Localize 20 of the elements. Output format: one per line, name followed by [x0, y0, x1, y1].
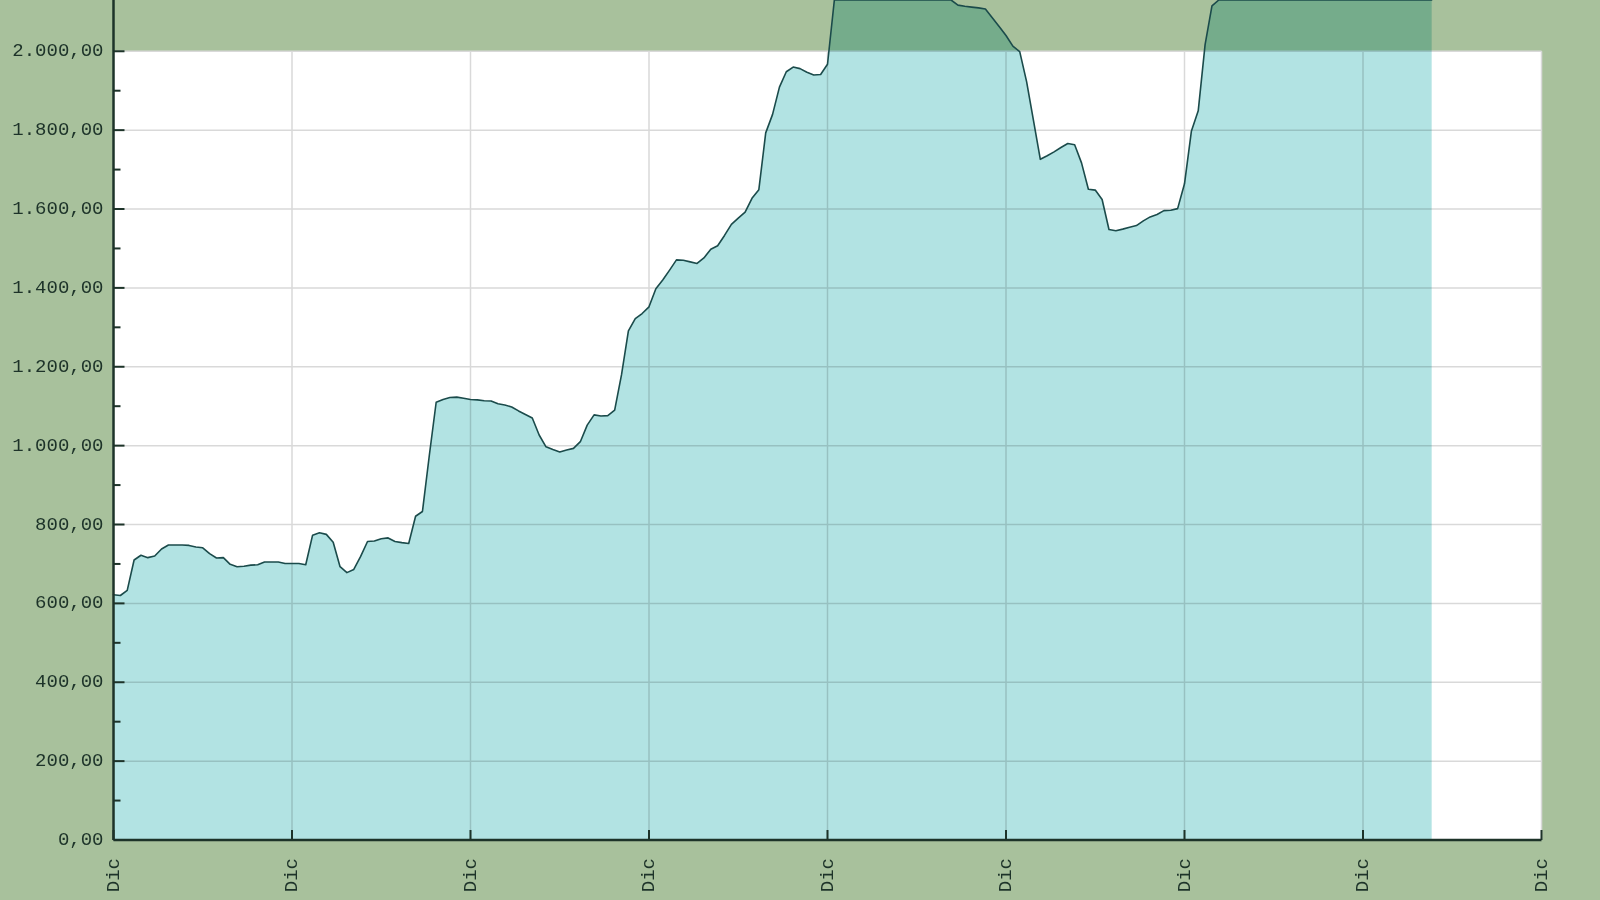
y-tick-label: 1.600,00	[12, 198, 104, 221]
x-tick-label: Dic	[459, 858, 482, 893]
x-tick-label: Dic	[281, 858, 303, 893]
y-tick-label: 1.800,00	[12, 119, 104, 142]
y-tick-label: 200,00	[35, 750, 104, 773]
y-tick-label: 800,00	[35, 513, 104, 536]
y-tick-label: 2.000,00	[12, 40, 104, 63]
x-tick-label: Dic	[1530, 858, 1553, 893]
y-tick-label: 1.400,00	[12, 276, 104, 299]
y-tick-label: 1.000,00	[12, 434, 104, 457]
x-tick-label: Dic	[995, 858, 1017, 893]
y-tick-label: 0,00	[57, 829, 104, 851]
x-tick-label: Dic	[102, 858, 125, 893]
x-tick-label: Dic	[1173, 858, 1196, 893]
y-tick-label: 600,00	[35, 592, 104, 615]
y-tick-label: 400,00	[35, 671, 104, 694]
x-tick-label: Dic	[638, 858, 660, 893]
x-tick-label: Dic	[816, 858, 839, 893]
y-tick-label: 1.200,00	[12, 355, 104, 378]
x-tick-label: Dic	[1352, 858, 1374, 893]
